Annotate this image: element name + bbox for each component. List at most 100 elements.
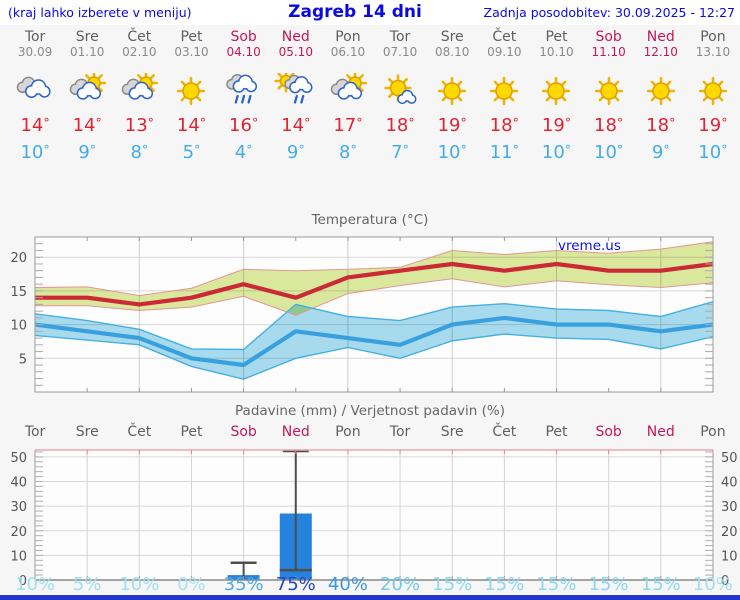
precip-probabilities: 10% 5% 10% 0% 35% 75% 40% 20% 15% 15% 15% 15% 15% 10% bbox=[9, 575, 740, 595]
day-column: Sob 11.10 18° 10° bbox=[583, 29, 635, 164]
max-temperature: 13° bbox=[124, 115, 154, 136]
sunny-icon bbox=[583, 60, 635, 110]
day-date: 30.09 bbox=[17, 45, 53, 59]
precip-day-label: Pet bbox=[180, 424, 203, 440]
day-date: 04.10 bbox=[226, 45, 261, 59]
svg-text:20: 20 bbox=[10, 251, 27, 266]
svg-text:5: 5 bbox=[19, 352, 27, 367]
partly-cloudy-icon bbox=[61, 60, 113, 110]
min-temperature: 5° bbox=[182, 142, 201, 163]
max-temperature: 16° bbox=[229, 115, 259, 136]
svg-text:30: 30 bbox=[721, 500, 738, 515]
svg-text:30: 30 bbox=[10, 500, 27, 515]
day-name: Ned bbox=[646, 29, 675, 45]
footer-bar bbox=[0, 595, 740, 600]
precip-day-label: Pet bbox=[545, 424, 568, 440]
precip-day-label: Ned bbox=[281, 424, 310, 440]
precip-probability: 10% bbox=[119, 574, 160, 595]
cloudy-icon bbox=[9, 60, 61, 110]
day-date: 10.10 bbox=[539, 45, 574, 59]
day-column: Čet 02.10 13° 8° bbox=[113, 29, 165, 164]
precip-probability: 15% bbox=[484, 574, 525, 595]
precip-day-label: Sre bbox=[440, 424, 464, 440]
sun-rain-icon bbox=[270, 60, 322, 110]
svg-text:40: 40 bbox=[721, 476, 738, 491]
temp-chart-title: Temperatura (°C) bbox=[311, 212, 429, 228]
day-date: 12.10 bbox=[643, 45, 678, 59]
day-name: Pon bbox=[700, 29, 726, 45]
day-date: 05.10 bbox=[278, 45, 313, 59]
max-temperature: 19° bbox=[437, 115, 467, 136]
svg-text:10: 10 bbox=[10, 549, 27, 564]
temperature-chart: 5 10 15 20 bbox=[10, 236, 714, 393]
min-temperature: 4° bbox=[234, 142, 253, 163]
min-temperature: 9° bbox=[286, 142, 305, 163]
svg-text:10: 10 bbox=[721, 549, 738, 564]
precip-probability: 5% bbox=[72, 574, 102, 595]
day-name: Čet bbox=[492, 29, 517, 45]
svg-text:10: 10 bbox=[10, 319, 27, 334]
day-date: 09.10 bbox=[487, 45, 522, 59]
max-temperature: 14° bbox=[176, 115, 207, 136]
min-temperature: 11° bbox=[489, 142, 519, 163]
day-date: 02.10 bbox=[122, 45, 157, 59]
day-name: Sob bbox=[595, 29, 622, 45]
precipitation-chart: 0 0 10 10 20 20 30 30 40 40 50 50 bbox=[10, 449, 738, 588]
day-name: Čet bbox=[127, 29, 152, 45]
day-name: Tor bbox=[24, 29, 46, 45]
sunny-icon bbox=[635, 60, 687, 110]
svg-text:20: 20 bbox=[10, 525, 27, 540]
day-date: 01.10 bbox=[70, 45, 105, 59]
precip-probability: 20% bbox=[380, 574, 421, 595]
svg-text:50: 50 bbox=[10, 451, 27, 466]
min-temperature: 10° bbox=[437, 142, 467, 163]
day-date: 06.10 bbox=[330, 45, 366, 59]
day-column: Tor 07.10 18° 7° bbox=[374, 29, 426, 164]
precip-day-label: Tor bbox=[389, 424, 411, 440]
svg-text:15: 15 bbox=[10, 285, 27, 300]
min-temperature: 8° bbox=[339, 142, 357, 163]
day-column: Pet 10.10 19° 10° bbox=[530, 29, 582, 164]
day-column: Sob 04.10 16° 4° bbox=[218, 29, 270, 164]
svg-text:0: 0 bbox=[19, 574, 27, 588]
day-date: 07.10 bbox=[382, 45, 418, 59]
day-column: Pon 06.10 17° 8° bbox=[322, 29, 374, 164]
svg-text:40: 40 bbox=[10, 476, 27, 491]
day-column: Ned 12.10 18° 9° bbox=[635, 29, 687, 164]
min-temperature: 9° bbox=[651, 142, 670, 163]
max-temperature: 18° bbox=[646, 115, 676, 136]
day-date: 11.10 bbox=[591, 45, 626, 59]
precip-day-labels: Tor Sre Čet Pet Sob Ned Pon Tor Sre Čet Pet Sob Ned P… bbox=[9, 424, 740, 440]
partly-cloudy-icon bbox=[322, 60, 374, 110]
last-updated: Zadnja posodobitev: 30.09.2025 - 12:27 bbox=[483, 5, 735, 20]
forecast-strip: Tor 30.09 14° 10° Sre 01.10 14° 9° Čet 02.10 13° 8°… bbox=[9, 29, 740, 164]
max-temperature: 19° bbox=[541, 115, 572, 136]
day-column: Pet 03.10 14° 5° bbox=[165, 29, 217, 164]
precip-probability: 75% bbox=[275, 574, 316, 595]
day-column: Sre 08.10 19° 10° bbox=[426, 29, 478, 164]
sunny-icon bbox=[478, 60, 530, 110]
max-temperature: 18° bbox=[385, 115, 415, 136]
precip-chart-title: Padavine (mm) / Verjetnost padavin (%) bbox=[235, 403, 505, 419]
day-column: Čet 09.10 18° 11° bbox=[478, 29, 530, 164]
min-temperature: 9° bbox=[78, 142, 97, 163]
precip-probability: 35% bbox=[223, 574, 264, 595]
day-name: Sre bbox=[75, 29, 99, 45]
max-temperature: 17° bbox=[333, 115, 363, 136]
max-temperature: 14° bbox=[72, 115, 102, 136]
precip-probability: 15% bbox=[432, 574, 473, 595]
max-temperature: 14° bbox=[281, 115, 311, 136]
watermark-link[interactable]: vreme.us bbox=[558, 238, 621, 254]
precip-probability: 10% bbox=[692, 574, 733, 595]
day-name: Pet bbox=[545, 29, 568, 45]
sunny-icon bbox=[165, 60, 217, 110]
page-title: Zagreb 14 dni bbox=[288, 2, 422, 22]
precip-day-label: Čet bbox=[127, 424, 152, 440]
day-name: Ned bbox=[281, 29, 310, 45]
day-date: 03.10 bbox=[174, 45, 209, 59]
min-temperature: 10° bbox=[594, 142, 624, 163]
precip-probability: 10% bbox=[15, 574, 56, 595]
day-column: Tor 30.09 14° 10° bbox=[9, 29, 61, 164]
rain-icon bbox=[218, 60, 270, 110]
